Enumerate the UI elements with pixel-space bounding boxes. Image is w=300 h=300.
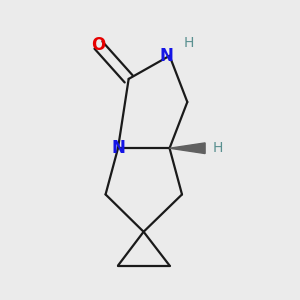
Text: H: H <box>184 36 194 50</box>
Text: H: H <box>212 141 223 155</box>
Text: O: O <box>91 36 106 54</box>
Text: N: N <box>159 47 173 65</box>
Text: N: N <box>111 139 125 157</box>
Polygon shape <box>169 143 205 154</box>
